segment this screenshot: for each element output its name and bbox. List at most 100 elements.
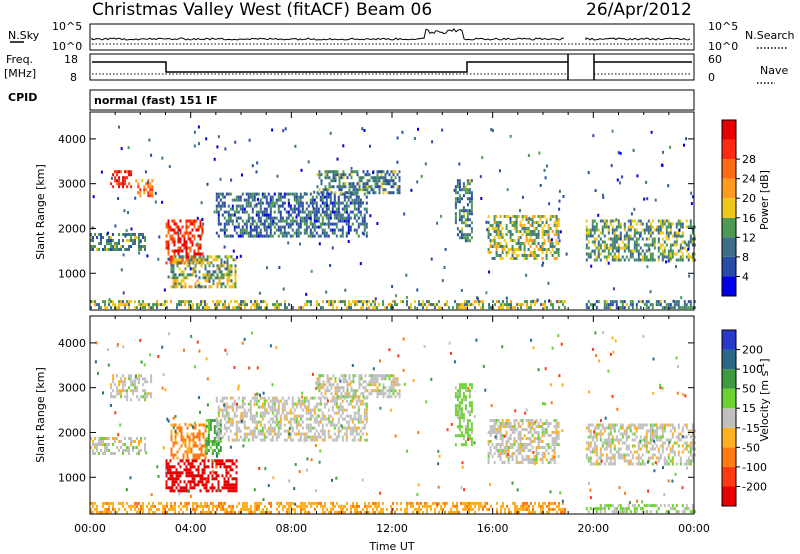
- power-cell: [311, 222, 314, 226]
- vel-cell: [321, 417, 324, 421]
- power-cell: [149, 191, 152, 195]
- vel-cell: [458, 386, 461, 390]
- vel-cell: [181, 459, 184, 463]
- vel-cell: [458, 419, 461, 423]
- vel-cell: [215, 435, 218, 439]
- vel-cell: [261, 426, 264, 430]
- vel-cell: [398, 395, 401, 399]
- vel-cell: [195, 474, 198, 478]
- vel-cell: [398, 392, 401, 396]
- power-cell: [253, 228, 256, 232]
- power-cell: [329, 216, 332, 220]
- vel-cell: [454, 410, 457, 414]
- power-cell: [334, 191, 337, 195]
- vel-cell: [317, 414, 320, 418]
- power-cell: [118, 248, 120, 251]
- vel-cell: [134, 383, 137, 387]
- power-cell: [518, 303, 520, 307]
- power-cell: [237, 234, 240, 238]
- power-noise-cell: [672, 299, 675, 303]
- vel-cell: [356, 395, 359, 399]
- vel-cell: [458, 392, 461, 396]
- power-cell: [214, 303, 216, 307]
- power-noise-cell: [680, 234, 682, 238]
- power-cell: [394, 182, 397, 186]
- power-noise-cell: [224, 147, 227, 151]
- power-cell: [515, 242, 518, 245]
- vel-cell: [205, 443, 208, 446]
- vel-cell: [305, 426, 308, 430]
- power-cell: [683, 303, 686, 307]
- power-cell: [549, 215, 552, 218]
- power-cell: [360, 188, 363, 192]
- power-cell: [665, 237, 668, 241]
- power-cell: [313, 222, 316, 226]
- vel-cell: [188, 423, 191, 427]
- vel-cell: [197, 465, 200, 469]
- vel-cell: [595, 432, 598, 436]
- power-cell: [537, 236, 540, 239]
- power-cell: [195, 219, 198, 223]
- vel-cell: [317, 423, 320, 427]
- power-cell: [637, 231, 640, 235]
- vel-cell: [128, 386, 131, 390]
- power-noise-cell: [351, 198, 354, 202]
- vel-cell: [146, 380, 149, 384]
- power-cell: [617, 237, 620, 241]
- power-cell: [235, 210, 238, 214]
- power-noise-cell: [288, 202, 290, 205]
- power-cell: [145, 182, 148, 186]
- power-cell: [388, 303, 390, 307]
- power-cell: [94, 233, 96, 236]
- power-cell: [245, 204, 248, 208]
- vel-cell: [487, 458, 490, 461]
- power-cell: [557, 230, 560, 233]
- vel-cell: [279, 420, 282, 424]
- vel-cell: [96, 443, 98, 446]
- power-cell: [227, 216, 230, 220]
- power-cell: [186, 273, 189, 277]
- power-cell: [619, 237, 622, 241]
- vel-cell: [529, 449, 532, 452]
- vel-cell: [513, 431, 516, 434]
- vel-cell: [595, 447, 598, 451]
- power-cell: [331, 210, 334, 214]
- power-noise-cell: [410, 188, 413, 192]
- power-cell: [519, 242, 522, 245]
- power-cell: [685, 225, 688, 229]
- power-cell: [147, 179, 150, 183]
- vel-cell: [464, 425, 467, 429]
- vel-cell: [263, 399, 266, 403]
- vel-cell: [380, 392, 383, 396]
- vel-cell: [271, 411, 274, 415]
- power-cell: [287, 213, 290, 217]
- power-cell: [142, 245, 144, 248]
- vel-cell: [136, 452, 138, 455]
- power-cell: [635, 246, 638, 250]
- vel-cell: [354, 389, 357, 393]
- power-cell: [273, 201, 276, 205]
- power-cell: [605, 246, 608, 250]
- power-cell: [330, 300, 332, 304]
- vel-cell: [607, 444, 610, 448]
- vel-cell: [352, 380, 355, 384]
- power-cell: [178, 282, 181, 286]
- vel-cell: [468, 419, 471, 423]
- power-cell: [237, 222, 240, 226]
- vel-cell: [311, 438, 314, 442]
- vel-cell: [357, 420, 360, 424]
- vel-cell: [307, 426, 310, 430]
- power-cell: [219, 198, 222, 202]
- power-cell: [460, 197, 463, 201]
- power-cell: [249, 225, 252, 229]
- power-cell: [178, 255, 181, 259]
- vel-cell: [227, 477, 230, 481]
- power-cell: [332, 185, 335, 189]
- power-cell: [647, 300, 650, 304]
- power-cell: [335, 207, 338, 211]
- vel-cell: [237, 426, 240, 430]
- power-cell: [338, 188, 341, 192]
- power-cell: [110, 236, 112, 239]
- vel-cell: [357, 438, 360, 442]
- power-cell: [490, 306, 492, 310]
